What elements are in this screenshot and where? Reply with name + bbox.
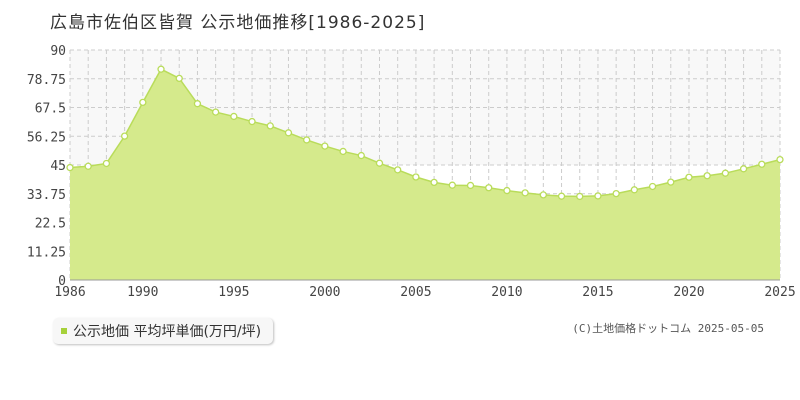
y-tick-label: 22.5	[35, 217, 66, 232]
data-point	[594, 192, 602, 200]
x-tick-label: 2025	[764, 285, 795, 300]
data-point	[539, 191, 547, 199]
data-point	[157, 65, 165, 73]
data-point	[557, 192, 566, 200]
chart-title: 広島市佐伯区皆賀 公示地価推移[1986-2025]	[50, 13, 426, 33]
y-tick-label: 33.75	[27, 188, 66, 203]
data-point	[412, 173, 420, 181]
x-tick-label: 2000	[309, 285, 340, 300]
legend: 公示地価 平均坪単価(万円/坪)	[53, 318, 274, 344]
data-point	[630, 186, 639, 194]
y-tick-labels: 0 11.25 22.5 33.75 45 56.25 67.5 78.75 90	[27, 44, 66, 289]
data-point	[102, 159, 111, 168]
data-point	[357, 151, 365, 160]
data-point	[612, 189, 620, 198]
data-point	[394, 166, 402, 174]
data-point	[503, 186, 511, 195]
data-point	[266, 122, 274, 130]
data-point	[485, 184, 493, 192]
x-tick-label: 2020	[673, 285, 704, 300]
data-point	[193, 100, 202, 108]
x-tick-label: 2010	[491, 285, 522, 300]
data-point	[721, 169, 730, 177]
data-point	[230, 112, 238, 121]
y-tick-label: 78.75	[27, 73, 66, 88]
data-point	[448, 181, 456, 189]
data-point	[375, 159, 384, 167]
data-point	[430, 178, 438, 187]
y-tick-label: 45	[50, 159, 66, 174]
y-tick-label: 0	[58, 274, 66, 289]
data-point	[776, 155, 784, 164]
data-point	[248, 117, 256, 126]
data-point	[685, 173, 693, 181]
data-point	[521, 189, 529, 197]
legend-swatch	[61, 328, 67, 334]
y-tick-label: 67.5	[35, 102, 66, 117]
data-point	[703, 172, 711, 180]
credit-text: (C)土地価格ドットコム 2025-05-05	[572, 322, 764, 335]
y-tick-label: 56.25	[27, 130, 66, 145]
data-point	[339, 147, 347, 156]
data-point	[211, 108, 220, 116]
data-point	[758, 160, 766, 168]
y-tick-label: 90	[50, 44, 66, 59]
data-point	[84, 162, 92, 170]
y-tick-label: 11.25	[27, 245, 66, 260]
data-point	[120, 132, 129, 140]
x-tick-label: 1995	[218, 285, 249, 300]
x-tick-labels: 1986 1990 1995 2000 2005 2010 2015 2020 2025	[54, 285, 795, 300]
data-point	[303, 136, 311, 144]
data-point	[284, 129, 293, 137]
x-tick-label: 2005	[400, 285, 431, 300]
data-point	[175, 74, 183, 83]
data-point	[648, 182, 657, 191]
data-point	[66, 163, 74, 172]
x-tick-label: 2015	[582, 285, 613, 300]
x-tick-label: 1990	[127, 285, 158, 300]
data-point	[139, 98, 147, 107]
price-area	[70, 69, 780, 280]
legend-label: 公示地価 平均坪単価(万円/坪)	[73, 324, 262, 340]
data-point	[667, 178, 675, 186]
data-point	[466, 181, 475, 190]
x-tick-label: 1986	[54, 285, 85, 300]
data-point	[576, 192, 584, 201]
data-markers	[66, 65, 784, 201]
price-line	[69, 68, 781, 198]
data-point	[321, 142, 329, 150]
data-point	[739, 165, 748, 173]
